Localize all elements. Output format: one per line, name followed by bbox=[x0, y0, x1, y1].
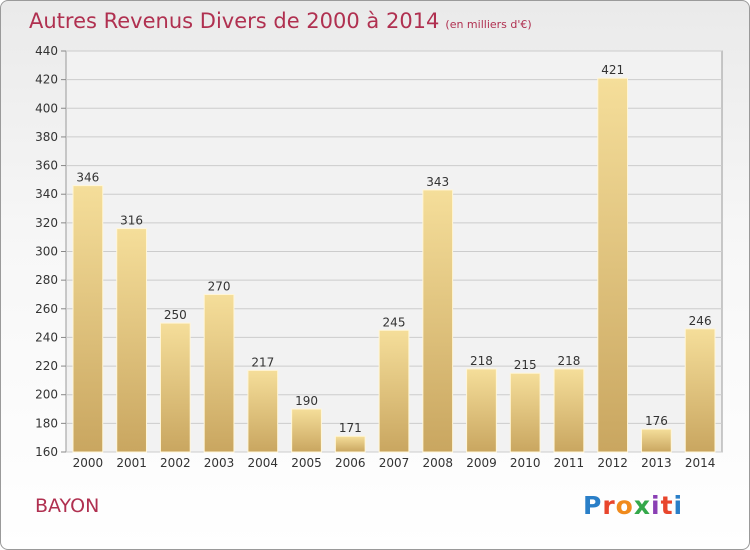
y-tick-label: 200 bbox=[35, 388, 58, 402]
x-tick-label: 2012 bbox=[597, 456, 628, 470]
x-tick-label: 2010 bbox=[510, 456, 541, 470]
data-label: 190 bbox=[295, 394, 318, 408]
x-tick-label: 2008 bbox=[422, 456, 453, 470]
x-tick-label: 2007 bbox=[379, 456, 410, 470]
x-tick-label: 2002 bbox=[160, 456, 191, 470]
logo-letter: x bbox=[633, 491, 651, 520]
data-label: 316 bbox=[120, 214, 143, 228]
logo-letter: t bbox=[660, 491, 674, 520]
y-tick-label: 220 bbox=[35, 359, 58, 373]
data-label: 218 bbox=[470, 354, 493, 368]
y-tick-label: 160 bbox=[35, 445, 58, 459]
y-tick-label: 260 bbox=[35, 302, 58, 316]
data-label: 246 bbox=[689, 314, 712, 328]
data-label: 215 bbox=[514, 358, 537, 372]
y-tick-label: 380 bbox=[35, 130, 58, 144]
data-label: 176 bbox=[645, 414, 668, 428]
y-tick-label: 240 bbox=[35, 330, 58, 344]
y-tick-label: 360 bbox=[35, 159, 58, 173]
data-label: 346 bbox=[76, 171, 99, 185]
x-tick-label: 2009 bbox=[466, 456, 497, 470]
x-tick-label: 2011 bbox=[554, 456, 585, 470]
y-tick-label: 440 bbox=[35, 44, 58, 58]
bars: 346 316 250 270 217 190 171 245 343 218 215 218 421 1… bbox=[72, 63, 716, 453]
logo-letter: i bbox=[651, 491, 661, 520]
data-label: 250 bbox=[164, 308, 187, 322]
y-tick-label: 340 bbox=[35, 187, 58, 201]
data-label: 218 bbox=[557, 354, 580, 368]
data-label: 343 bbox=[426, 175, 449, 189]
y-tick-label: 320 bbox=[35, 216, 58, 230]
x-tick-label: 2003 bbox=[204, 456, 235, 470]
bar bbox=[509, 372, 541, 453]
bar bbox=[641, 428, 672, 453]
bar bbox=[159, 322, 191, 453]
x-tick-label: 2005 bbox=[291, 456, 322, 470]
proxiti-logo: Proxiti bbox=[583, 491, 683, 520]
data-label: 217 bbox=[251, 355, 274, 369]
x-tick-label: 2000 bbox=[73, 456, 104, 470]
data-label: 171 bbox=[339, 421, 362, 435]
place-name: BAYON bbox=[35, 495, 100, 517]
y-tick-label: 300 bbox=[35, 245, 58, 259]
y-tick-label: 420 bbox=[35, 73, 58, 87]
bar bbox=[203, 293, 235, 453]
logo-letter: i bbox=[673, 491, 684, 520]
chart-title: Autres Revenus Divers de 2000 à 2014 (en … bbox=[29, 9, 532, 33]
bar bbox=[247, 369, 279, 453]
bar bbox=[291, 408, 322, 453]
x-tick-label: 2004 bbox=[248, 456, 279, 470]
bar bbox=[334, 435, 366, 453]
logo-letter: P bbox=[583, 491, 603, 520]
x-tick-label: 2014 bbox=[685, 456, 716, 470]
data-label: 245 bbox=[383, 315, 406, 329]
x-axis: 2000 2001 2002 2003 2004 2005 2006 2007 2008 2009… bbox=[73, 456, 716, 470]
bar bbox=[72, 185, 104, 453]
bar bbox=[684, 328, 716, 453]
bar bbox=[466, 368, 497, 453]
data-label: 270 bbox=[208, 279, 231, 293]
y-tick-label: 280 bbox=[35, 273, 58, 287]
bar bbox=[597, 77, 629, 453]
bar bbox=[553, 368, 585, 453]
x-tick-label: 2006 bbox=[335, 456, 366, 470]
bar bbox=[378, 329, 410, 453]
y-tick-label: 180 bbox=[35, 416, 58, 430]
y-axis: 160 180 200 220 240 260 280 300 320 340 360 380 400 4… bbox=[35, 44, 66, 459]
bar bbox=[116, 228, 147, 453]
logo-letter: o bbox=[615, 491, 634, 520]
data-label: 421 bbox=[601, 63, 624, 77]
x-tick-label: 2001 bbox=[116, 456, 147, 470]
logo-letter: r bbox=[602, 491, 616, 520]
x-tick-label: 2013 bbox=[641, 456, 672, 470]
chart-subtitle: (en milliers d'€) bbox=[445, 18, 532, 31]
bar bbox=[422, 189, 454, 453]
chart-title-text: Autres Revenus Divers de 2000 à 2014 bbox=[29, 9, 440, 33]
y-tick-label: 400 bbox=[35, 101, 58, 115]
